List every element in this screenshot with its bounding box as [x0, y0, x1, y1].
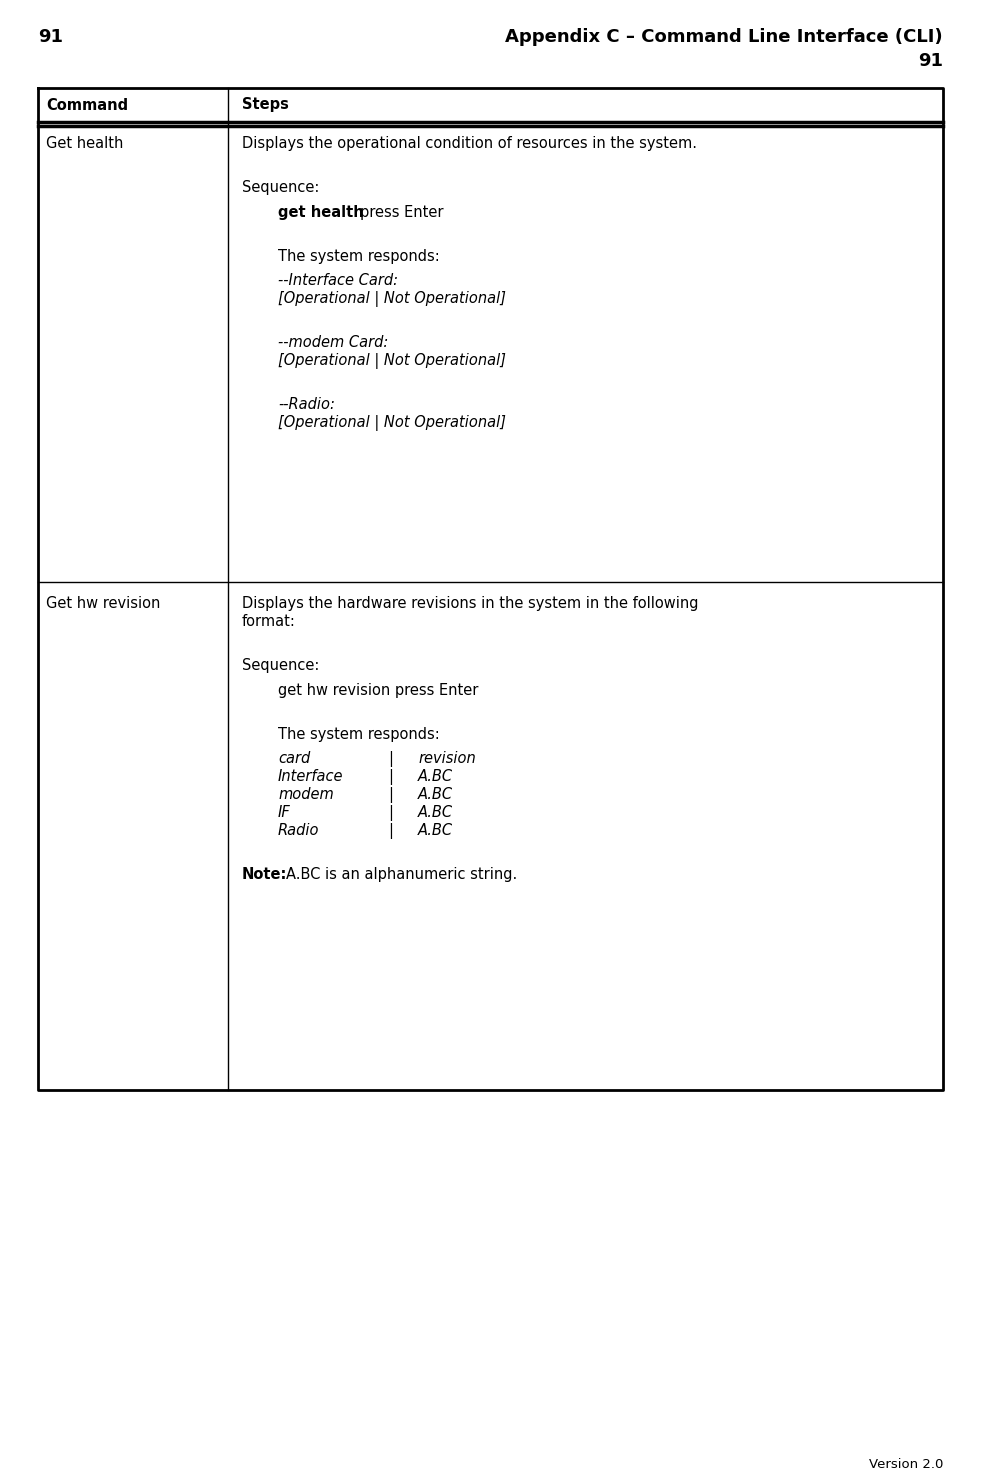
Text: The system responds:: The system responds: — [278, 249, 439, 264]
Text: Get health: Get health — [46, 137, 124, 151]
Text: Note:: Note: — [242, 867, 287, 881]
Text: Get hw revision: Get hw revision — [46, 597, 160, 611]
Text: |: | — [388, 787, 392, 803]
Text: The system responds:: The system responds: — [278, 727, 439, 742]
Text: |: | — [388, 769, 392, 785]
Text: A.BC is an alphanumeric string.: A.BC is an alphanumeric string. — [286, 867, 517, 881]
Text: revision: revision — [418, 751, 476, 766]
Text: modem: modem — [278, 787, 334, 801]
Text: card: card — [278, 751, 310, 766]
Text: Interface: Interface — [278, 769, 343, 784]
Text: IF: IF — [278, 804, 290, 819]
Text: A.BC: A.BC — [418, 787, 453, 801]
Text: Appendix C – Command Line Interface (CLI): Appendix C – Command Line Interface (CLI… — [505, 28, 943, 46]
Text: A.BC: A.BC — [418, 769, 453, 784]
Text: 91: 91 — [38, 28, 63, 46]
Text: A.BC: A.BC — [418, 822, 453, 837]
Text: |: | — [388, 804, 392, 821]
Text: |: | — [388, 751, 392, 767]
Text: [Operational | Not Operational]: [Operational | Not Operational] — [278, 353, 506, 368]
Text: 91: 91 — [918, 52, 943, 70]
Text: --modem Card:: --modem Card: — [278, 334, 388, 350]
Text: Radio: Radio — [278, 822, 320, 837]
Text: Sequence:: Sequence: — [242, 657, 320, 674]
Text: get health: get health — [278, 205, 364, 220]
Text: Sequence:: Sequence: — [242, 180, 320, 194]
Text: Command: Command — [46, 98, 129, 113]
Text: Displays the operational condition of resources in the system.: Displays the operational condition of re… — [242, 137, 697, 151]
Text: Steps: Steps — [242, 98, 288, 113]
Text: A.BC: A.BC — [418, 804, 453, 819]
Text: --Interface Card:: --Interface Card: — [278, 273, 398, 288]
Text: --Radio:: --Radio: — [278, 396, 335, 411]
Text: get hw revision press Enter: get hw revision press Enter — [278, 683, 479, 697]
Text: Displays the hardware revisions in the system in the following: Displays the hardware revisions in the s… — [242, 597, 698, 611]
Text: [Operational | Not Operational]: [Operational | Not Operational] — [278, 414, 506, 430]
Text: Version 2.0: Version 2.0 — [868, 1457, 943, 1471]
Text: press Enter: press Enter — [360, 205, 443, 220]
Text: format:: format: — [242, 614, 296, 629]
Text: |: | — [388, 822, 392, 838]
Text: [Operational | Not Operational]: [Operational | Not Operational] — [278, 291, 506, 307]
